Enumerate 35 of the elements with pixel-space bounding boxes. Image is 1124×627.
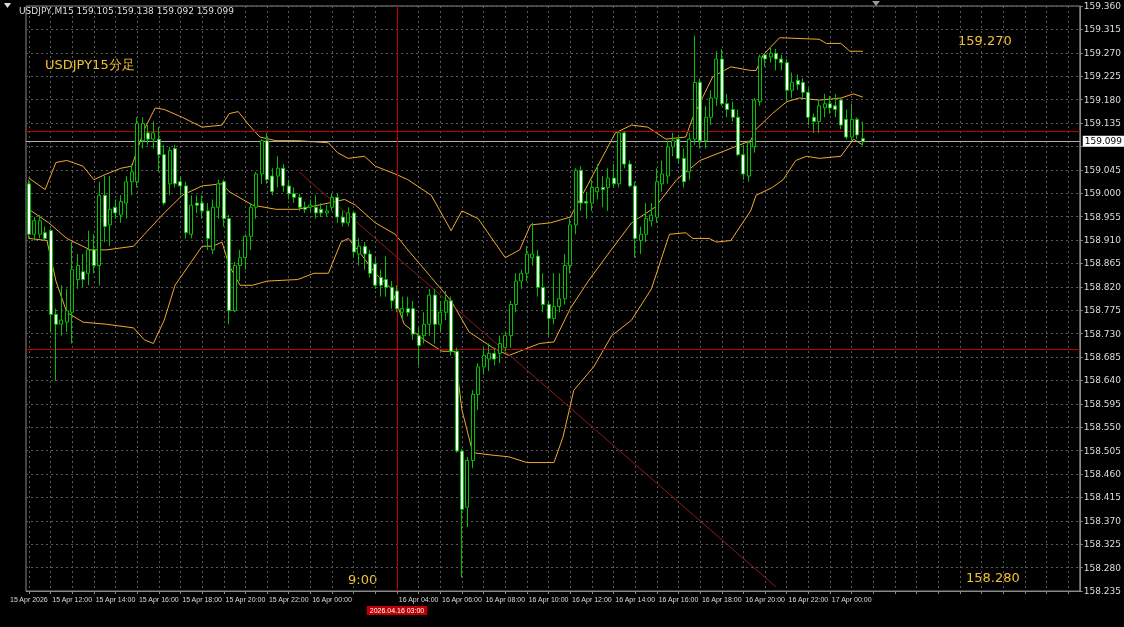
y-tick-label: 158.820 — [1083, 281, 1122, 292]
y-tick-label: 159.045 — [1083, 164, 1121, 175]
y-tick-label: 159.225 — [1083, 71, 1121, 82]
y-tick-label: 158.910 — [1083, 235, 1122, 245]
y-tick-label: 159.000 — [1083, 188, 1122, 199]
y-tick-label: 158.595 — [1083, 398, 1121, 409]
line-series — [28, 37, 864, 259]
y-tick-label: 158.370 — [1083, 515, 1122, 526]
y-tick-label: 158.325 — [1083, 539, 1121, 550]
y-tick-label: 159.135 — [1083, 118, 1121, 128]
y-tick-label: 159.180 — [1083, 94, 1122, 105]
y-tick-label: 158.775 — [1083, 305, 1121, 316]
y-tick-label: 158.415 — [1083, 492, 1121, 503]
annotation: 159.270 — [958, 33, 1012, 48]
y-tick-label: 158.550 — [1083, 422, 1122, 433]
y-tick-label: 158.460 — [1083, 469, 1122, 479]
candlestick — [325, 204, 329, 218]
y-tick-label: 158.730 — [1083, 328, 1122, 339]
y-tick-label: 158.280 — [1083, 562, 1122, 573]
y-tick-label: 158.685 — [1083, 352, 1121, 362]
y-tick-label: 159.270 — [1083, 47, 1122, 58]
y-tick-label: 158.865 — [1083, 258, 1121, 269]
candlestick — [861, 120, 865, 146]
annotation: USDJPY15分足 — [45, 57, 135, 72]
y-tick-label: 159.315 — [1083, 24, 1121, 35]
line-series — [28, 93, 864, 356]
line-series — [28, 138, 864, 464]
y-tick-label: 158.955 — [1083, 211, 1121, 222]
chart-title: USDJPY,M15 159.105 159.138 159.092 159.099 — [19, 5, 235, 16]
y-tick-label: 158.640 — [1083, 375, 1122, 386]
ref-line-label: 159.099 — [1084, 136, 1123, 147]
y-tick-label: 158.505 — [1083, 445, 1121, 456]
y-tick-label: 158.235 — [1083, 586, 1121, 596]
annotation: 158.280 — [966, 570, 1020, 585]
y-tick-label: 159.360 — [1083, 1, 1122, 11]
